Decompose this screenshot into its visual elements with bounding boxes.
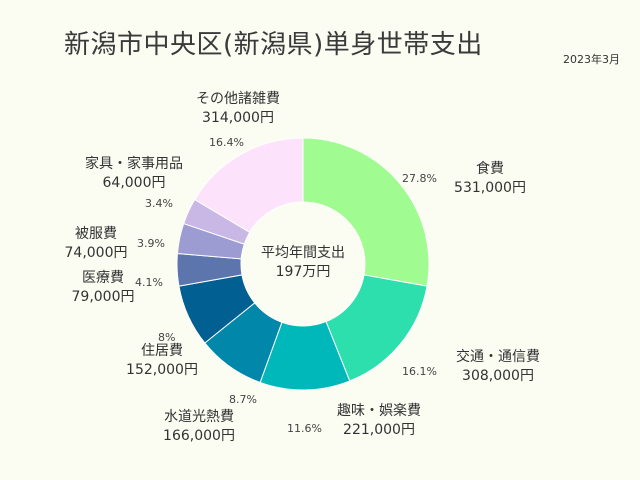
donut-slice-0 bbox=[302, 137, 430, 287]
slice-value: 221,000円 bbox=[343, 421, 415, 438]
slice-label-misc: その他諸雑費 314,000円 bbox=[183, 90, 293, 128]
slice-pct-furniture: 3.4% bbox=[145, 197, 173, 210]
slice-name: 医療費 bbox=[82, 270, 124, 286]
slice-value: 531,000円 bbox=[454, 179, 526, 196]
chart-date: 2023年3月 bbox=[563, 53, 620, 66]
slice-label-furniture: 家具・家事用品 64,000円 bbox=[74, 155, 194, 193]
slice-value: 308,000円 bbox=[462, 367, 534, 384]
slice-label-food: 食費 531,000円 bbox=[445, 160, 535, 198]
slice-pct-food: 27.8% bbox=[402, 172, 437, 185]
chart-title: 新潟市中央区(新潟県)単身世帯支出 bbox=[64, 30, 483, 60]
slice-value: 64,000円 bbox=[102, 174, 166, 191]
slice-label-transport: 交通・通信費 308,000円 bbox=[438, 348, 558, 386]
slice-name: 家具・家事用品 bbox=[85, 156, 183, 172]
slice-name: その他諸雑費 bbox=[196, 91, 280, 107]
donut-slice-8 bbox=[194, 137, 304, 233]
center-label-title: 平均年間支出 bbox=[261, 245, 345, 261]
slice-name: 趣味・娯楽費 bbox=[337, 403, 421, 419]
slice-label-housing: 住居費 152,000円 bbox=[117, 342, 207, 380]
center-label-total: 197万円 bbox=[275, 263, 331, 280]
slice-label-medical: 医療費 79,000円 bbox=[58, 269, 148, 307]
slice-pct-medical: 4.1% bbox=[135, 276, 163, 289]
slice-pct-clothing: 3.9% bbox=[137, 237, 165, 250]
slice-name: 交通・通信費 bbox=[456, 349, 540, 365]
slice-name: 食費 bbox=[476, 161, 504, 177]
slice-pct-utilities: 8.7% bbox=[229, 393, 257, 406]
slice-name: 水道光熱費 bbox=[164, 409, 234, 425]
slice-value: 152,000円 bbox=[126, 361, 198, 378]
slice-name: 住居費 bbox=[141, 343, 183, 359]
center-label: 平均年間支出 197万円 bbox=[243, 244, 363, 282]
slice-label-utilities: 水道光熱費 166,000円 bbox=[154, 408, 244, 446]
slice-pct-transport: 16.1% bbox=[402, 365, 437, 378]
slice-value: 74,000円 bbox=[64, 244, 128, 261]
slice-pct-housing: 8% bbox=[158, 331, 176, 344]
slice-value: 166,000円 bbox=[163, 427, 235, 444]
slice-pct-misc: 16.4% bbox=[209, 136, 244, 149]
slice-value: 314,000円 bbox=[202, 109, 274, 126]
slice-value: 79,000円 bbox=[71, 288, 135, 305]
slice-name: 被服費 bbox=[75, 226, 117, 242]
slice-pct-hobby: 11.6% bbox=[287, 422, 322, 435]
slice-label-hobby: 趣味・娯楽費 221,000円 bbox=[324, 402, 434, 440]
slice-label-clothing: 被服費 74,000円 bbox=[51, 225, 141, 263]
